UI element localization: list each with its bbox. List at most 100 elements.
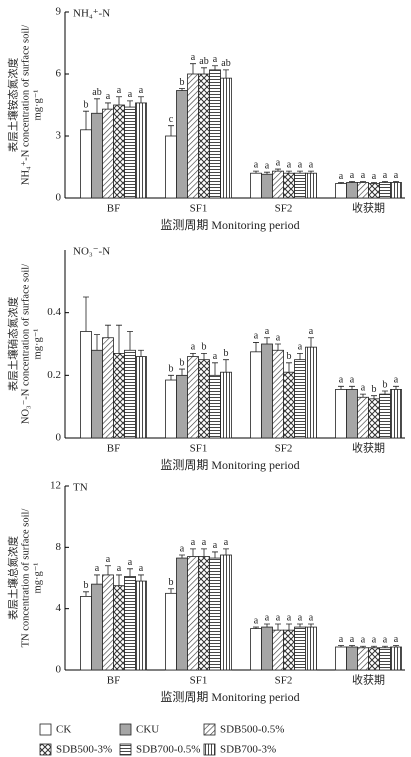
error-bar — [264, 337, 270, 344]
significance-letter: a — [106, 554, 111, 565]
error-bar — [127, 331, 133, 351]
error-bar — [83, 591, 89, 597]
significance-letter: a — [276, 612, 281, 623]
error-bar — [264, 623, 270, 628]
bar — [220, 371, 232, 439]
error-bar — [223, 548, 229, 555]
bar — [294, 626, 306, 671]
significance-letter: a — [276, 157, 281, 168]
legend-label: CK — [56, 724, 71, 736]
error-bar — [286, 170, 292, 174]
significance-letter: ab — [199, 56, 208, 67]
error-bar — [382, 181, 388, 183]
significance-letter: a — [372, 171, 377, 182]
error-bar — [308, 170, 314, 174]
y-axis-label: NH₄⁺-N concentration of surface soil/ — [20, 25, 31, 185]
bar — [250, 351, 262, 439]
error-bar — [275, 343, 281, 351]
bar — [113, 585, 125, 671]
x-axis-label: 监测周期 Monitoring period — [160, 690, 299, 704]
significance-letter: a — [106, 91, 111, 102]
significance-letter: a — [254, 331, 259, 342]
error-bar — [201, 548, 207, 557]
bar — [124, 349, 136, 439]
error-bar — [338, 645, 344, 647]
bar — [261, 343, 273, 439]
significance-letter: a — [139, 85, 144, 96]
legend-label: SDB700-0.5% — [136, 744, 200, 756]
bar — [113, 352, 125, 439]
bar — [124, 106, 136, 199]
significance-letter: a — [350, 634, 355, 645]
bar — [335, 646, 347, 671]
bar — [209, 557, 221, 671]
error-bar — [168, 374, 174, 381]
bar — [305, 172, 317, 199]
bar — [176, 90, 188, 199]
bar — [357, 647, 369, 671]
error-bar — [190, 548, 196, 557]
error-bar — [190, 63, 196, 74]
bar — [357, 182, 369, 199]
bar — [283, 629, 295, 671]
significance-letter: a — [191, 52, 196, 63]
legend-swatch — [203, 723, 216, 736]
significance-letter: a — [309, 159, 314, 170]
y-tick-label: 12 — [50, 480, 61, 492]
error-bar — [116, 574, 122, 586]
significance-letter: c — [169, 114, 174, 125]
x-tick-label: 收获期 — [352, 201, 385, 215]
x-tick-label: BF — [107, 203, 120, 215]
x-tick-label: SF1 — [190, 443, 208, 455]
bar — [198, 73, 210, 199]
bar — [346, 646, 358, 671]
bar — [113, 104, 125, 199]
y-tick-label: 0.2 — [47, 369, 61, 381]
bar — [368, 183, 380, 199]
bar — [102, 108, 114, 199]
error-bar — [360, 393, 366, 398]
bar — [165, 135, 177, 199]
significance-letter: a — [361, 382, 366, 393]
error-bar — [105, 565, 111, 575]
significance-letter: a — [117, 85, 122, 96]
bar — [91, 583, 103, 671]
bar — [357, 396, 369, 439]
bar — [135, 356, 147, 439]
significance-letter: a — [254, 615, 259, 626]
x-tick-label: 收获期 — [352, 673, 385, 687]
bar — [346, 389, 358, 439]
legend-label: SDB700-3% — [220, 744, 276, 756]
error-bar — [201, 67, 207, 74]
bar — [272, 349, 284, 439]
legend-swatch — [39, 723, 52, 736]
y-tick-label: 6 — [56, 68, 62, 80]
bar — [346, 182, 358, 199]
significance-letter: a — [350, 170, 355, 181]
y-tick-label: 0 — [56, 192, 62, 204]
error-bar — [138, 574, 144, 582]
significance-letter: a — [394, 170, 399, 181]
bar — [335, 183, 347, 199]
error-bar — [253, 626, 259, 629]
panel-label: TN — [73, 482, 88, 494]
error-bar — [360, 181, 366, 183]
y-axis-label: mg·g⁻¹ — [32, 563, 43, 594]
error-bar — [308, 337, 314, 348]
error-bar — [360, 645, 366, 648]
y-tick-label: 3 — [56, 130, 62, 142]
bar — [102, 337, 114, 439]
bar — [187, 356, 199, 439]
significance-letter: a — [383, 635, 388, 646]
bar — [368, 647, 380, 671]
error-bar — [371, 645, 377, 648]
significance-letter: a — [298, 159, 303, 170]
error-bar — [116, 324, 122, 354]
significance-letter: a — [298, 342, 303, 353]
significance-letter: a — [394, 634, 399, 645]
significance-letter: a — [213, 351, 218, 362]
error-bar — [338, 385, 344, 390]
significance-letter: b — [180, 77, 185, 88]
error-bar — [338, 182, 344, 184]
